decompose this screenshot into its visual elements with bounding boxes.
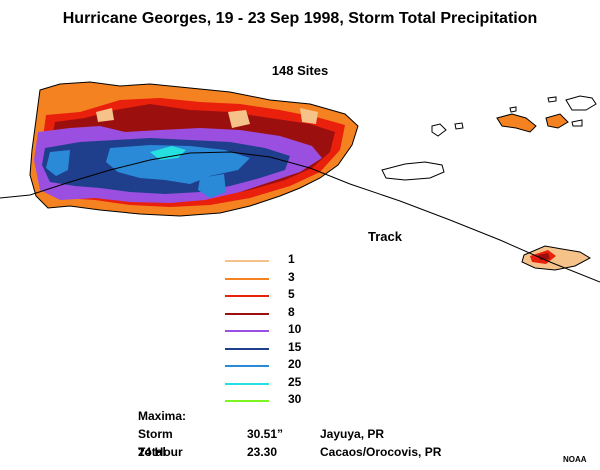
legend-label: 25 — [288, 374, 302, 389]
maxima-value: 30.51” — [247, 427, 284, 441]
maxima-value: 23.30 — [247, 445, 278, 459]
band-20 — [46, 145, 250, 198]
small-islet-3 — [509, 106, 517, 113]
noaa-credit: NOAA — [563, 455, 587, 464]
st-croix — [521, 245, 592, 271]
map-title: Hurricane Georges, 19 - 23 Sep 1998, Sto… — [62, 10, 538, 27]
legend-label: 1 — [288, 252, 295, 266]
track-label: Track — [368, 229, 402, 244]
legend-swatch — [225, 382, 269, 385]
maxima-label: 24 Hour — [138, 445, 183, 459]
legend-label: 15 — [288, 339, 302, 354]
hurricane-track-line — [0, 151, 600, 283]
culebra-island — [431, 123, 447, 137]
legend-swatch — [225, 365, 269, 367]
legend-swatch — [225, 260, 269, 262]
maxima-label: Storm Total — [138, 427, 173, 459]
legend-label: 8 — [288, 304, 295, 319]
legend-label: 5 — [288, 287, 295, 301]
legend-label: 3 — [288, 269, 295, 284]
legend-label: 10 — [288, 322, 302, 336]
vieques-island — [381, 161, 445, 181]
small-islet — [547, 96, 557, 103]
legend-swatch — [225, 330, 269, 332]
maxima-row: 24 Hour 23.30 Cacaos/Orocovis, PR — [138, 443, 441, 461]
small-cay — [454, 122, 464, 130]
maxima-row: Storm Total 30.51” Jayuya, PR — [138, 425, 384, 459]
maxima-place: Cacaos/Orocovis, PR — [320, 445, 442, 459]
legend-swatch — [225, 312, 269, 315]
legend-swatch — [225, 400, 269, 402]
sites-count: 148 Sites — [271, 63, 329, 78]
small-islet-2 — [571, 119, 583, 127]
maxima-heading: Maxima: — [138, 409, 187, 423]
legend-label: 20 — [288, 357, 302, 371]
maxima-table: Maxima: Storm Total 30.51” Jayuya, PR 24… — [138, 407, 441, 461]
tortola — [565, 95, 597, 111]
maxima-place: Jayuya, PR — [320, 427, 385, 441]
legend-label: 30 — [288, 392, 302, 406]
puerto-rico-island — [29, 81, 359, 217]
virgin-islands — [496, 113, 537, 133]
legend-swatch — [225, 347, 269, 350]
band-25 — [150, 146, 186, 160]
legend-swatch — [225, 295, 269, 297]
virgin-islands-east — [545, 113, 569, 129]
legend-swatch — [225, 277, 269, 280]
